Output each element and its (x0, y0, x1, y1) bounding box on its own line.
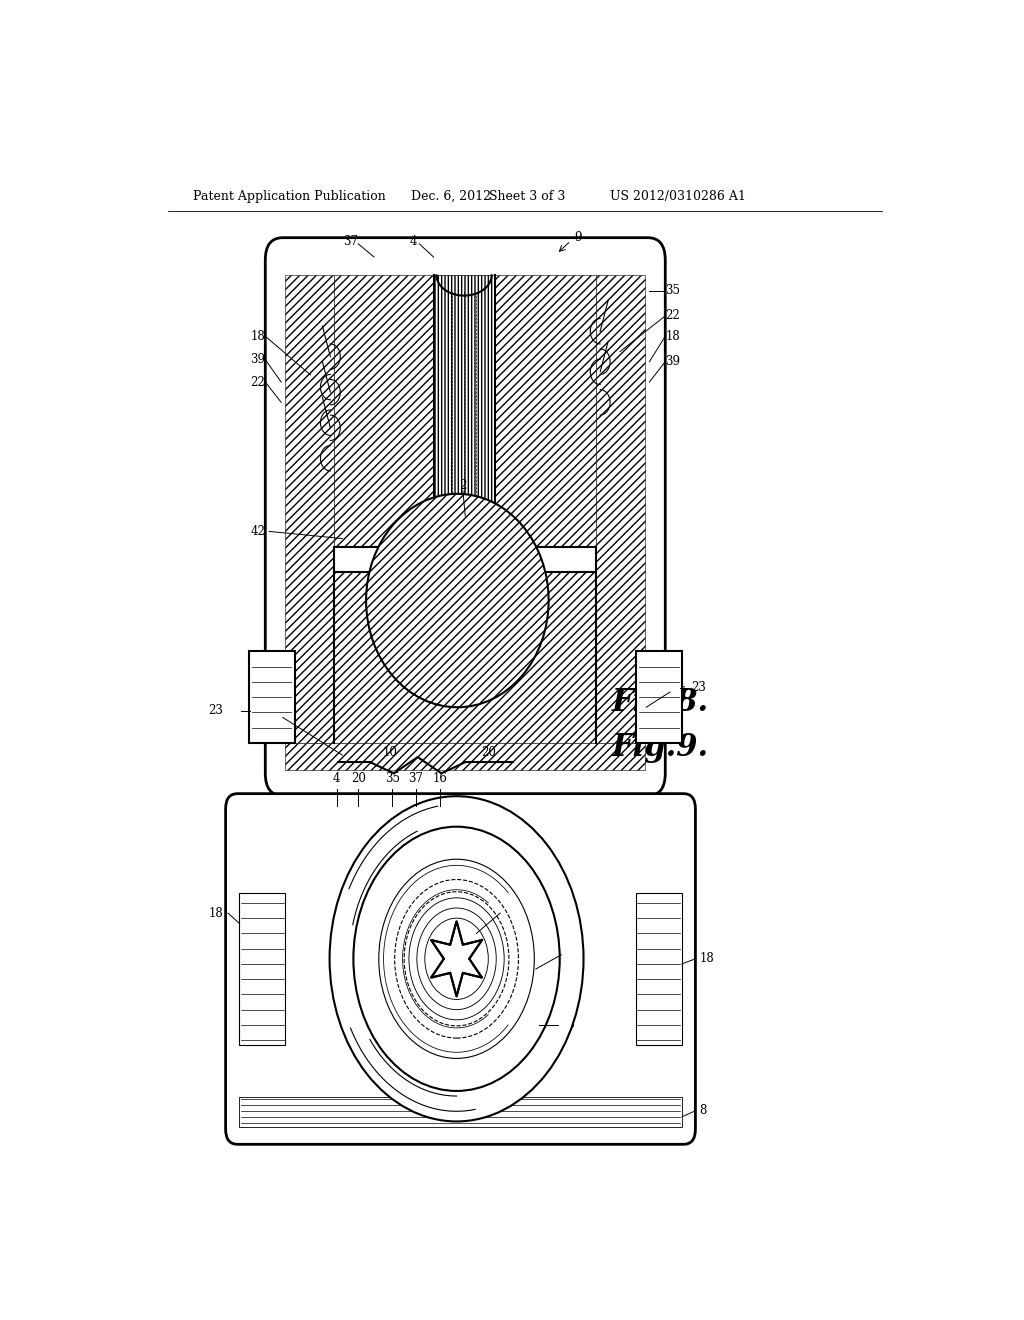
Text: 35: 35 (385, 772, 399, 785)
FancyBboxPatch shape (265, 238, 666, 796)
Bar (240, 1097, 682, 1127)
Ellipse shape (367, 494, 549, 708)
Text: Patent Application Publication: Patent Application Publication (194, 190, 386, 202)
Text: 4: 4 (410, 235, 418, 248)
Text: 39: 39 (250, 354, 265, 366)
FancyBboxPatch shape (225, 793, 695, 1144)
Text: Fig.8.: Fig.8. (612, 686, 710, 718)
Text: 8: 8 (699, 1105, 707, 1117)
Text: 45: 45 (497, 899, 512, 912)
Text: 47: 47 (442, 970, 458, 983)
Text: 18: 18 (699, 952, 714, 965)
Text: 2: 2 (459, 479, 467, 492)
Text: 8: 8 (263, 706, 270, 719)
Text: 16: 16 (432, 772, 447, 785)
Text: Sheet 3 of 3: Sheet 3 of 3 (489, 190, 565, 202)
Text: 16: 16 (672, 685, 686, 698)
Text: 22: 22 (666, 309, 680, 322)
Polygon shape (431, 921, 482, 997)
Polygon shape (495, 276, 596, 546)
Text: 35: 35 (666, 284, 680, 297)
Text: Fig.9.: Fig.9. (612, 733, 710, 763)
Text: US 2012/0310286 A1: US 2012/0310286 A1 (609, 190, 745, 202)
Text: 2: 2 (446, 948, 454, 960)
Text: 20: 20 (481, 747, 497, 759)
Text: 30: 30 (563, 948, 579, 960)
Polygon shape (285, 276, 334, 743)
Text: 22: 22 (251, 375, 265, 388)
Text: 37: 37 (343, 235, 357, 248)
Text: 23: 23 (691, 681, 707, 694)
Polygon shape (334, 276, 433, 546)
Bar (636, 892, 682, 1045)
Bar (636, 651, 682, 743)
Text: 37: 37 (409, 772, 424, 785)
Bar (249, 651, 295, 743)
Text: 42: 42 (251, 525, 265, 539)
Circle shape (330, 796, 584, 1122)
Polygon shape (596, 276, 645, 743)
Text: 20: 20 (350, 772, 366, 785)
Text: 18: 18 (666, 330, 680, 343)
Text: 9: 9 (574, 231, 582, 244)
Text: 23: 23 (208, 705, 223, 717)
Text: 18: 18 (209, 907, 223, 920)
Polygon shape (334, 546, 596, 743)
Polygon shape (433, 276, 495, 546)
Text: 28: 28 (560, 1019, 574, 1031)
Text: Dec. 6, 2012: Dec. 6, 2012 (412, 190, 492, 202)
Text: 39: 39 (666, 355, 680, 368)
Polygon shape (285, 743, 645, 771)
Text: 10: 10 (382, 747, 397, 759)
Bar (240, 892, 285, 1045)
Text: 4: 4 (333, 772, 340, 785)
Text: 18: 18 (251, 330, 265, 343)
